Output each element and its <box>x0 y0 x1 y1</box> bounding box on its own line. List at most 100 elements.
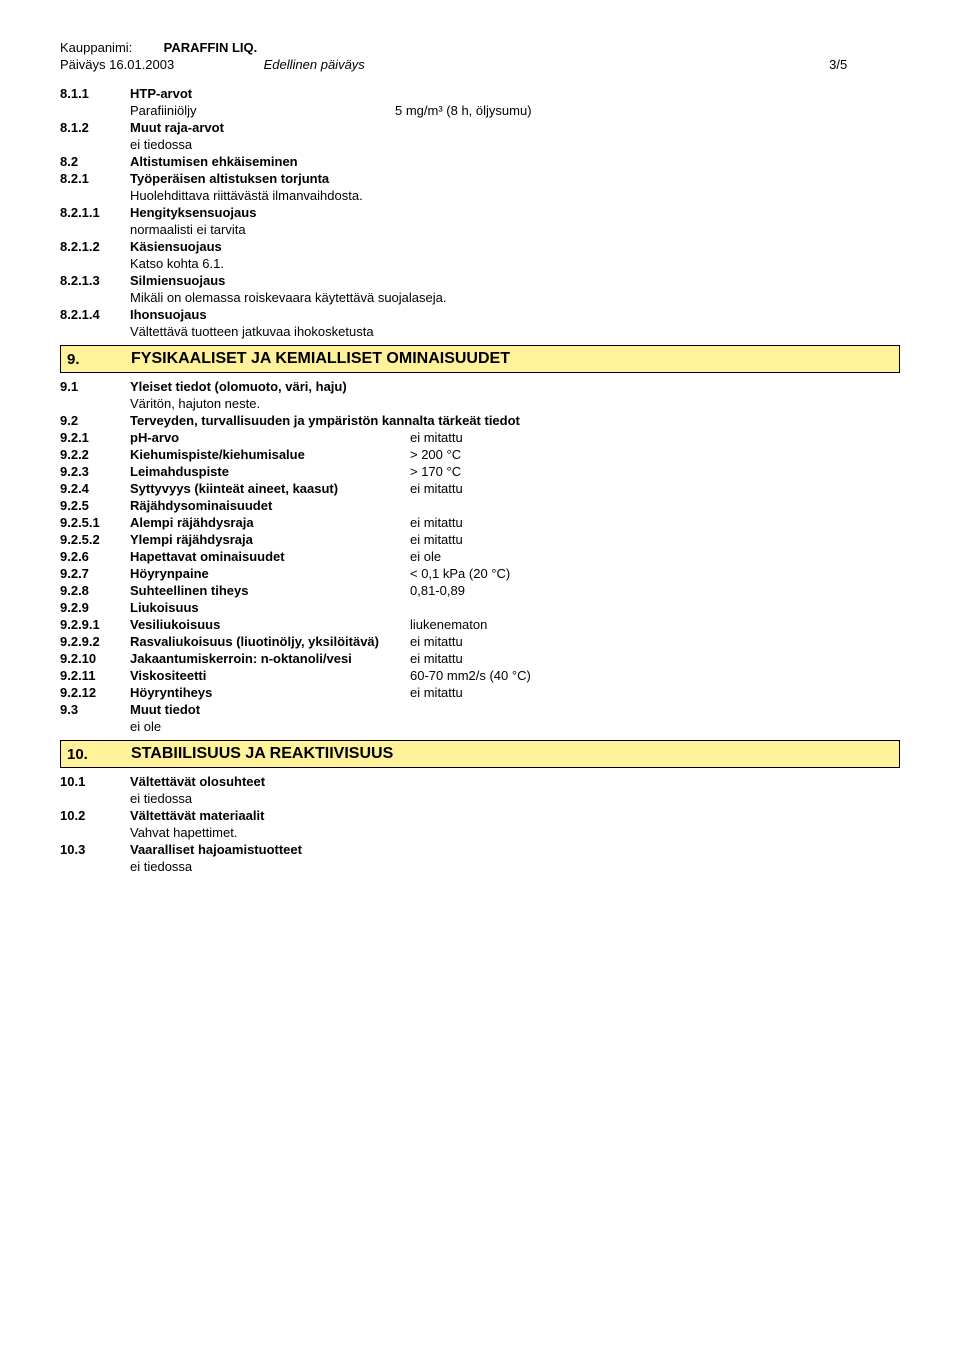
prev-date-label: Edellinen päiväys <box>264 57 644 72</box>
property-row: 9.2.8Suhteellinen tiheys0,81-0,89 <box>60 583 900 598</box>
row-label: Työperäisen altistuksen torjunta <box>130 171 900 186</box>
numbered-row: 8.2.1.1Hengityksensuojaus <box>60 205 900 220</box>
row-number: 8.2 <box>60 154 130 169</box>
property-label: pH-arvo <box>130 430 410 445</box>
body-text-pair: Parafiiniöljy5 mg/m³ (8 h, öljysumu) <box>130 103 900 118</box>
property-row: 9.2.10Jakaantumiskerroin: n-oktanoli/ves… <box>60 651 900 666</box>
body-text: normaalisti ei tarvita <box>130 222 900 237</box>
row-number: 10.3 <box>60 842 130 857</box>
row-label: Vältettävät materiaalit <box>130 808 900 823</box>
body-text: Vahvat hapettimet. <box>130 825 900 840</box>
header-row-trade-name: Kauppanimi: PARAFFIN LIQ. <box>60 40 900 55</box>
body-text: Mikäli on olemassa roiskevaara käytettäv… <box>130 290 900 305</box>
row-number: 10.1 <box>60 774 130 789</box>
numbered-row: 10.3Vaaralliset hajoamistuotteet <box>60 842 900 857</box>
body-text: Väritön, hajuton neste. <box>130 396 900 411</box>
row-number: 8.2.1.2 <box>60 239 130 254</box>
row-label: Vältettävät olosuhteet <box>130 774 900 789</box>
numbered-row: 8.2.1.2Käsiensuojaus <box>60 239 900 254</box>
property-label: Kiehumispiste/kiehumisalue <box>130 447 410 462</box>
row-label: Hengityksensuojaus <box>130 205 900 220</box>
property-label: Suhteellinen tiheys <box>130 583 410 598</box>
row-label: Terveyden, turvallisuuden ja ympäristön … <box>130 413 900 428</box>
numbered-row: 8.1.2Muut raja-arvot <box>60 120 900 135</box>
property-number: 9.2.3 <box>60 464 130 479</box>
body-text: ei tiedossa <box>130 791 900 806</box>
property-row: 9.2.2Kiehumispiste/kiehumisalue> 200 °C <box>60 447 900 462</box>
property-label: Liukoisuus <box>130 600 410 615</box>
row-number: 9.1 <box>60 379 130 394</box>
property-value: ei mitattu <box>410 532 900 547</box>
numbered-row: 9.2Terveyden, turvallisuuden ja ympärist… <box>60 413 900 428</box>
property-number: 9.2.9.1 <box>60 617 130 632</box>
row-label: Altistumisen ehkäiseminen <box>130 154 900 169</box>
property-value: 60-70 mm2/s (40 °C) <box>410 668 900 683</box>
property-number: 9.2.10 <box>60 651 130 666</box>
property-row: 9.2.7Höyrynpaine< 0,1 kPa (20 °C) <box>60 566 900 581</box>
property-value: ei mitattu <box>410 515 900 530</box>
property-number: 9.2.8 <box>60 583 130 598</box>
numbered-row: 8.2.1Työperäisen altistuksen torjunta <box>60 171 900 186</box>
property-label: Alempi räjähdysraja <box>130 515 410 530</box>
body-text: Katso kohta 6.1. <box>130 256 900 271</box>
property-value: ei ole <box>410 549 900 564</box>
trade-name-label: Kauppanimi: <box>60 40 160 55</box>
property-number: 9.2.6 <box>60 549 130 564</box>
body-text: Vältettävä tuotteen jatkuvaa ihokosketus… <box>130 324 900 339</box>
pair-value: 5 mg/m³ (8 h, öljysumu) <box>395 103 532 118</box>
row-number: 8.2.1.4 <box>60 307 130 322</box>
property-number: 9.2.5.2 <box>60 532 130 547</box>
section-8-items: 8.1.1HTP-arvot Parafiiniöljy5 mg/m³ (8 h,… <box>60 86 900 339</box>
property-row: 9.2.3Leimahduspiste> 170 °C <box>60 464 900 479</box>
property-number: 9.2.5.1 <box>60 515 130 530</box>
property-number: 9.2.9 <box>60 600 130 615</box>
property-row: 9.2.11Viskositeetti60-70 mm2/s (40 °C) <box>60 668 900 683</box>
row-number: 8.2.1 <box>60 171 130 186</box>
property-value: ei mitattu <box>410 430 900 445</box>
property-number: 9.2.5 <box>60 498 130 513</box>
property-value: < 0,1 kPa (20 °C) <box>410 566 900 581</box>
header-row-date: Päiväys 16.01.2003 Edellinen päiväys 3/5 <box>60 57 900 72</box>
body-text: ei tiedossa <box>130 859 900 874</box>
property-label: Höyryntiheys <box>130 685 410 700</box>
date-label: Päiväys <box>60 57 106 72</box>
numbered-row: 9.3Muut tiedot <box>60 702 900 717</box>
row-number: 8.2.1.1 <box>60 205 130 220</box>
property-number: 9.2.1 <box>60 430 130 445</box>
row-label: Muut raja-arvot <box>130 120 900 135</box>
section-9-properties: 9.2.1pH-arvoei mitattu9.2.2Kiehumispiste… <box>60 430 900 700</box>
property-label: Syttyvyys (kiinteät aineet, kaasut) <box>130 481 410 496</box>
property-value: 0,81-0,89 <box>410 583 900 598</box>
numbered-row: 9.1Yleiset tiedot (olomuoto, väri, haju) <box>60 379 900 394</box>
numbered-row: 10.2Vältettävät materiaalit <box>60 808 900 823</box>
section-10-title: STABIILISUUS JA REAKTIIVISUUS <box>131 745 393 763</box>
property-label: Rasvaliukoisuus (liuotinöljy, yksilöitäv… <box>130 634 410 649</box>
pair-label: Parafiiniöljy <box>130 103 395 118</box>
numbered-row: 8.2.1.3Silmiensuojaus <box>60 273 900 288</box>
body-text: Huolehdittava riittävästä ilmanvaihdosta… <box>130 188 900 203</box>
property-label: Höyrynpaine <box>130 566 410 581</box>
numbered-row: 8.2.1.4Ihonsuojaus <box>60 307 900 322</box>
row-number: 8.1.1 <box>60 86 130 101</box>
row-label: Yleiset tiedot (olomuoto, väri, haju) <box>130 379 900 394</box>
property-number: 9.2.9.2 <box>60 634 130 649</box>
property-row: 9.2.9.2Rasvaliukoisuus (liuotinöljy, yks… <box>60 634 900 649</box>
property-label: Viskositeetti <box>130 668 410 683</box>
body-text: ei ole <box>130 719 900 734</box>
property-value: > 170 °C <box>410 464 900 479</box>
section-10-header: 10. STABIILISUUS JA REAKTIIVISUUS <box>60 740 900 768</box>
row-number: 9.2 <box>60 413 130 428</box>
property-value: liukenematon <box>410 617 900 632</box>
property-row: 9.2.4Syttyvyys (kiinteät aineet, kaasut)… <box>60 481 900 496</box>
property-label: Hapettavat ominaisuudet <box>130 549 410 564</box>
property-value: ei mitattu <box>410 481 900 496</box>
property-label: Jakaantumiskerroin: n-oktanoli/vesi <box>130 651 410 666</box>
section-9-intro: 9.1Yleiset tiedot (olomuoto, väri, haju)… <box>60 379 900 428</box>
row-label: Silmiensuojaus <box>130 273 900 288</box>
row-label: HTP-arvot <box>130 86 900 101</box>
property-row: 9.2.5.2Ylempi räjähdysrajaei mitattu <box>60 532 900 547</box>
property-label: Räjähdysominaisuudet <box>130 498 410 513</box>
row-number: 8.2.1.3 <box>60 273 130 288</box>
property-number: 9.2.7 <box>60 566 130 581</box>
section-10-number: 10. <box>67 746 131 763</box>
